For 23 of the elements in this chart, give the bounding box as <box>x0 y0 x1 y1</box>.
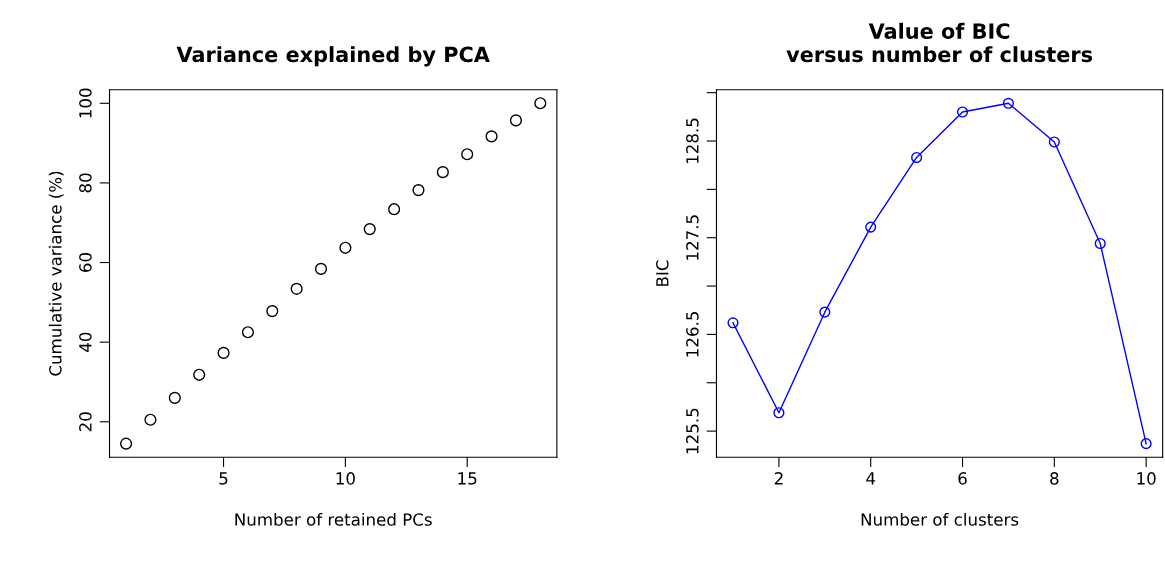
y-tick-label: 60 <box>79 253 92 272</box>
x-tick-label: 2 <box>774 472 783 485</box>
x-tick-label: 6 <box>958 472 967 485</box>
chart-title: Variance explained by PCA <box>176 46 490 67</box>
y-tick-label: 126.5 <box>686 312 699 357</box>
y-tick-label: 125.5 <box>686 408 699 454</box>
y-tick-label: 128.5 <box>686 118 699 164</box>
y-tick-label: 40 <box>79 332 92 352</box>
x-tick-label: 8 <box>1050 472 1059 485</box>
y-axis-title: BIC <box>656 260 669 286</box>
x-tick-label: 5 <box>219 472 228 485</box>
chart-title: Value of BIC versus number of clusters <box>786 22 1093 63</box>
x-tick-label: 10 <box>1137 472 1156 485</box>
y-tick-label: 80 <box>79 173 92 193</box>
x-tick-label: 4 <box>866 472 876 485</box>
x-axis-title: Number of clusters <box>861 512 1019 526</box>
x-axis-title: Number of retained PCs <box>235 512 432 526</box>
y-tick-label: 127.5 <box>686 215 699 260</box>
y-tick-label: 100 <box>79 88 92 118</box>
y-tick-label: 20 <box>79 412 92 432</box>
x-tick-label: 10 <box>336 472 355 485</box>
y-axis-title: Cumulative variance (%) <box>48 171 64 376</box>
x-tick-label: 15 <box>458 472 477 485</box>
